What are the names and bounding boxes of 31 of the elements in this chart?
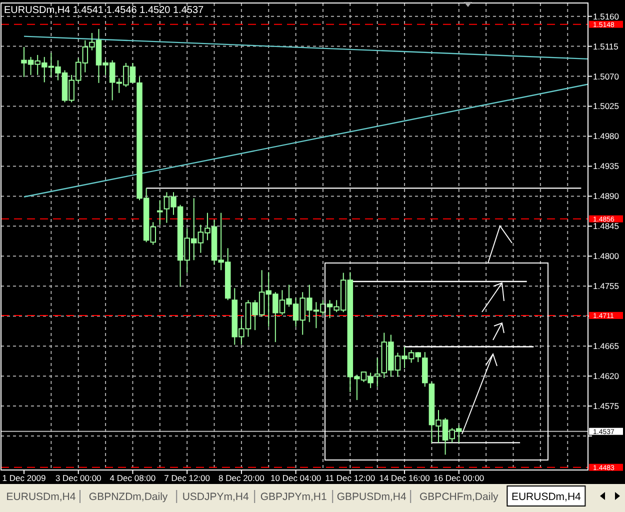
text: GBPUSDm,H4 (336, 491, 406, 503)
y-tick-label: 1.5070 (593, 71, 620, 82)
x-tick-label: 10 Dec 04:00 (270, 473, 322, 483)
chart-title: EURUSDm,H4 1.4541 1.4546 1.4520 1.4537 (4, 5, 204, 16)
x-tick-label: 8 Dec 20:00 (218, 473, 265, 483)
x-tick-label: 11 Dec 12:00 (325, 473, 376, 483)
y-tick-label: 1.4620 (593, 371, 620, 382)
y-tick-label: 1.4980 (593, 131, 620, 142)
y-tick-label: 1.5160 (593, 11, 620, 22)
y-tick-label: 1.4845 (593, 221, 620, 232)
x-tick-label: 16 Dec 00:00 (434, 473, 484, 483)
text: GBPJPYm,H1 (260, 491, 328, 503)
x-tick-label: 3 Dec 00:00 (55, 473, 102, 483)
x-tick-label: 7 Dec 12:00 (164, 473, 210, 483)
x-tick-label: 4 Dec 08:00 (110, 473, 156, 483)
text: GBPNZDm,Daily (88, 491, 168, 503)
text: EURUSDm,H4 (6, 491, 76, 503)
text: GBPCHFm,Daily (420, 491, 500, 503)
y-tick-label: 1.4890 (593, 191, 620, 202)
candlestick (157, 200, 163, 226)
text: USDJPYm,H4 (182, 491, 250, 503)
y-tick-label: 1.4665 (593, 341, 620, 352)
y-tick-label: 1.5115 (593, 41, 619, 52)
y-tick-label: 1.4575 (593, 401, 620, 412)
x-tick-label: 14 Dec 16:00 (379, 473, 430, 483)
y-tick-label: 1.4800 (593, 251, 620, 262)
x-tick-label: 1 Dec 2009 (2, 473, 46, 483)
y-tick-label: 1.4935 (593, 161, 620, 172)
y-tick-label: 1.4755 (593, 281, 620, 292)
text: EURUSDm,H4 (511, 491, 582, 503)
y-tick-label: 1.5025 (593, 101, 620, 112)
